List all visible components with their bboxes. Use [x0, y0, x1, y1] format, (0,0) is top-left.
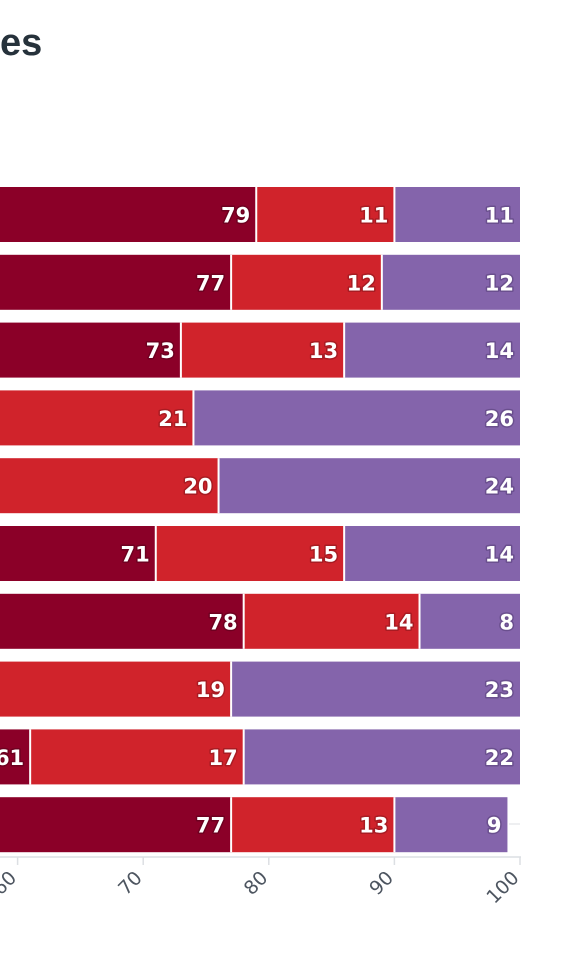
bar-row: 71 15 14 — [0, 526, 520, 581]
bar-value-label: 14 — [384, 610, 413, 634]
bar-row: 78 14 8 — [0, 593, 520, 649]
bar-value-label: 11 — [359, 204, 388, 228]
bar-value-label: 19 — [196, 678, 225, 702]
x-tick-label: 60 — [0, 867, 21, 900]
bar-segment — [394, 187, 520, 242]
bar-segment — [243, 593, 420, 649]
bar-value-label: 77 — [196, 271, 225, 295]
bar-segment — [0, 661, 232, 717]
bar-value-label: 17 — [208, 746, 237, 770]
bar-value-label: 11 — [485, 204, 514, 228]
bar-segment — [155, 526, 345, 581]
bar-value-label: 13 — [309, 339, 338, 363]
bar-segment — [419, 593, 520, 649]
bar-value-label: 13 — [359, 814, 388, 838]
bar-segment — [0, 526, 156, 581]
bar-value-label: 21 — [158, 407, 187, 431]
x-tick-label: 70 — [114, 867, 147, 900]
x-tick-label: 100 — [482, 867, 523, 908]
bar-segment — [256, 187, 395, 242]
bar-segment — [180, 322, 345, 378]
bar-row: 61 17 22 — [0, 729, 520, 785]
bar-segment — [344, 526, 520, 581]
bar-value-label: 26 — [485, 407, 514, 431]
bar-segment — [0, 729, 31, 785]
bar-row: 19 23 — [0, 661, 520, 717]
bar-value-label: 9 — [487, 814, 502, 838]
bar-value-label: 73 — [146, 339, 175, 363]
bar-value-label: 12 — [347, 271, 376, 295]
bar-segment — [0, 593, 244, 649]
bar-row: 77 12 12 — [0, 254, 520, 310]
bar-value-label: 77 — [196, 814, 225, 838]
bar-segment — [344, 322, 520, 378]
x-tick-label: 90 — [365, 867, 398, 900]
bar-value-label: 71 — [121, 543, 150, 567]
bar-value-label: 15 — [309, 543, 338, 567]
bar-segment — [231, 661, 520, 717]
bar-segment — [243, 729, 520, 785]
x-tick-label: 80 — [240, 867, 273, 900]
bar-row: 73 13 14 — [0, 322, 520, 378]
bar-segment — [0, 797, 232, 853]
bar-value-label: 78 — [208, 610, 237, 634]
bar-value-label: 79 — [221, 204, 250, 228]
bar-segment — [0, 390, 194, 446]
bar-value-label: 24 — [485, 475, 514, 499]
bar-value-label: 14 — [485, 543, 514, 567]
bar-segment — [0, 254, 232, 310]
bar-segment — [193, 390, 520, 446]
bar-value-label: 8 — [499, 610, 514, 634]
bar-segment — [0, 458, 219, 514]
bar-row: 20 24 — [0, 458, 520, 514]
bar-row: 79 11 11 — [0, 187, 520, 242]
bar-segment — [381, 254, 520, 310]
bar-segment — [231, 797, 395, 853]
bar-value-label: 22 — [485, 746, 514, 770]
bar-row: 21 26 — [0, 390, 520, 446]
bar-segment — [218, 458, 520, 514]
bar-value-label: 61 — [0, 746, 24, 770]
bar-row: 77 13 9 — [0, 797, 508, 853]
chart-title: es — [0, 22, 43, 64]
bar-segment — [394, 797, 508, 853]
bar-value-label: 20 — [183, 475, 212, 499]
bar-segment — [30, 729, 244, 785]
bar-segment — [0, 187, 257, 242]
bar-value-label: 23 — [485, 678, 514, 702]
bar-segment — [231, 254, 382, 310]
bar-value-label: 14 — [485, 339, 514, 363]
bar-segment — [0, 322, 181, 378]
bar-value-label: 12 — [485, 271, 514, 295]
